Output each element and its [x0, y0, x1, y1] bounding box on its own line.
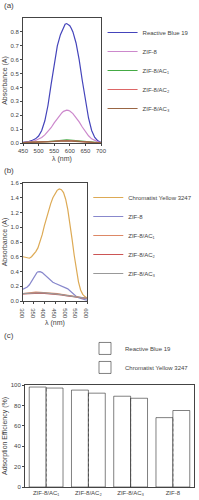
svg-text:(b): (b) [4, 166, 14, 175]
svg-text:0.4: 0.4 [10, 269, 19, 275]
svg-text:0.8: 0.8 [10, 239, 19, 245]
svg-text:Chromatist Yellow 3247: Chromatist Yellow 3247 [125, 365, 188, 371]
svg-text:650: 650 [80, 148, 91, 154]
svg-text:0.8: 0.8 [10, 29, 19, 35]
svg-text:ZIF-8/AC₂: ZIF-8/AC₂ [143, 87, 170, 93]
svg-text:Adsorption Efficiency (%): Adsorption Efficiency (%) [1, 397, 9, 475]
svg-text:0.2: 0.2 [10, 283, 19, 289]
svg-text:λ (nm): λ (nm) [52, 155, 72, 163]
svg-text:500: 500 [62, 308, 68, 319]
svg-text:ZIF-8/AC₂: ZIF-8/AC₂ [75, 490, 102, 496]
svg-text:ZIF-8/AC₁: ZIF-8/AC₁ [143, 68, 169, 74]
svg-text:Chromatist Yellow 3247: Chromatist Yellow 3247 [128, 195, 191, 201]
svg-text:100: 100 [11, 382, 22, 388]
svg-text:500: 500 [34, 148, 45, 154]
svg-text:80: 80 [14, 403, 21, 409]
svg-text:60: 60 [14, 423, 21, 429]
svg-text:ZIF-8: ZIF-8 [166, 490, 181, 496]
svg-text:550: 550 [49, 148, 60, 154]
svg-text:ZIF-8/AC₂: ZIF-8/AC₂ [128, 252, 155, 258]
svg-text:Reactive Blue 19: Reactive Blue 19 [143, 30, 189, 36]
svg-text:1.6: 1.6 [10, 180, 19, 186]
svg-text:0.5: 0.5 [10, 71, 19, 77]
svg-text:0.6: 0.6 [10, 57, 19, 63]
svg-text:Absorbance (A): Absorbance (A) [1, 218, 9, 267]
svg-text:0.1: 0.1 [10, 126, 19, 132]
svg-text:350: 350 [30, 308, 36, 319]
svg-text:ZIF-8/AC₃: ZIF-8/AC₃ [143, 106, 170, 112]
svg-text:20: 20 [14, 464, 21, 470]
svg-text:ZIF-8: ZIF-8 [128, 214, 143, 220]
svg-text:550: 550 [72, 308, 78, 319]
svg-text:1.0: 1.0 [10, 224, 19, 230]
svg-text:1.2: 1.2 [10, 210, 19, 216]
svg-text:0.6: 0.6 [10, 254, 19, 260]
svg-text:ZIF-8: ZIF-8 [143, 49, 158, 55]
svg-text:400: 400 [40, 308, 46, 319]
svg-text:0.2: 0.2 [10, 112, 19, 118]
svg-text:0.0: 0.0 [10, 298, 19, 304]
svg-text:450: 450 [51, 308, 57, 319]
svg-text:0.4: 0.4 [10, 85, 19, 91]
svg-text:Absorbance (A): Absorbance (A) [1, 56, 9, 105]
svg-text:ZIF-8/AC₃: ZIF-8/AC₃ [117, 490, 144, 496]
svg-text:ZIF-8/AC₃: ZIF-8/AC₃ [128, 271, 155, 277]
svg-text:(a): (a) [4, 1, 14, 10]
svg-text:450: 450 [18, 148, 29, 154]
svg-text:600: 600 [83, 308, 89, 319]
svg-text:700: 700 [96, 148, 107, 154]
svg-text:Reactive Blue 19: Reactive Blue 19 [125, 346, 171, 352]
svg-text:(c): (c) [4, 331, 14, 340]
svg-text:300: 300 [19, 308, 25, 319]
svg-text:0.7: 0.7 [10, 43, 19, 49]
svg-text:40: 40 [14, 443, 21, 449]
svg-text:0: 0 [17, 484, 21, 490]
svg-text:λ (nm): λ (nm) [45, 319, 65, 327]
svg-text:1.4: 1.4 [10, 195, 19, 201]
svg-text:ZIF-8/AC₁: ZIF-8/AC₁ [33, 490, 59, 496]
svg-text:ZIF-8/AC₁: ZIF-8/AC₁ [128, 233, 154, 239]
svg-text:0.0: 0.0 [10, 140, 19, 146]
svg-text:0.3: 0.3 [10, 98, 19, 104]
svg-text:600: 600 [65, 148, 76, 154]
